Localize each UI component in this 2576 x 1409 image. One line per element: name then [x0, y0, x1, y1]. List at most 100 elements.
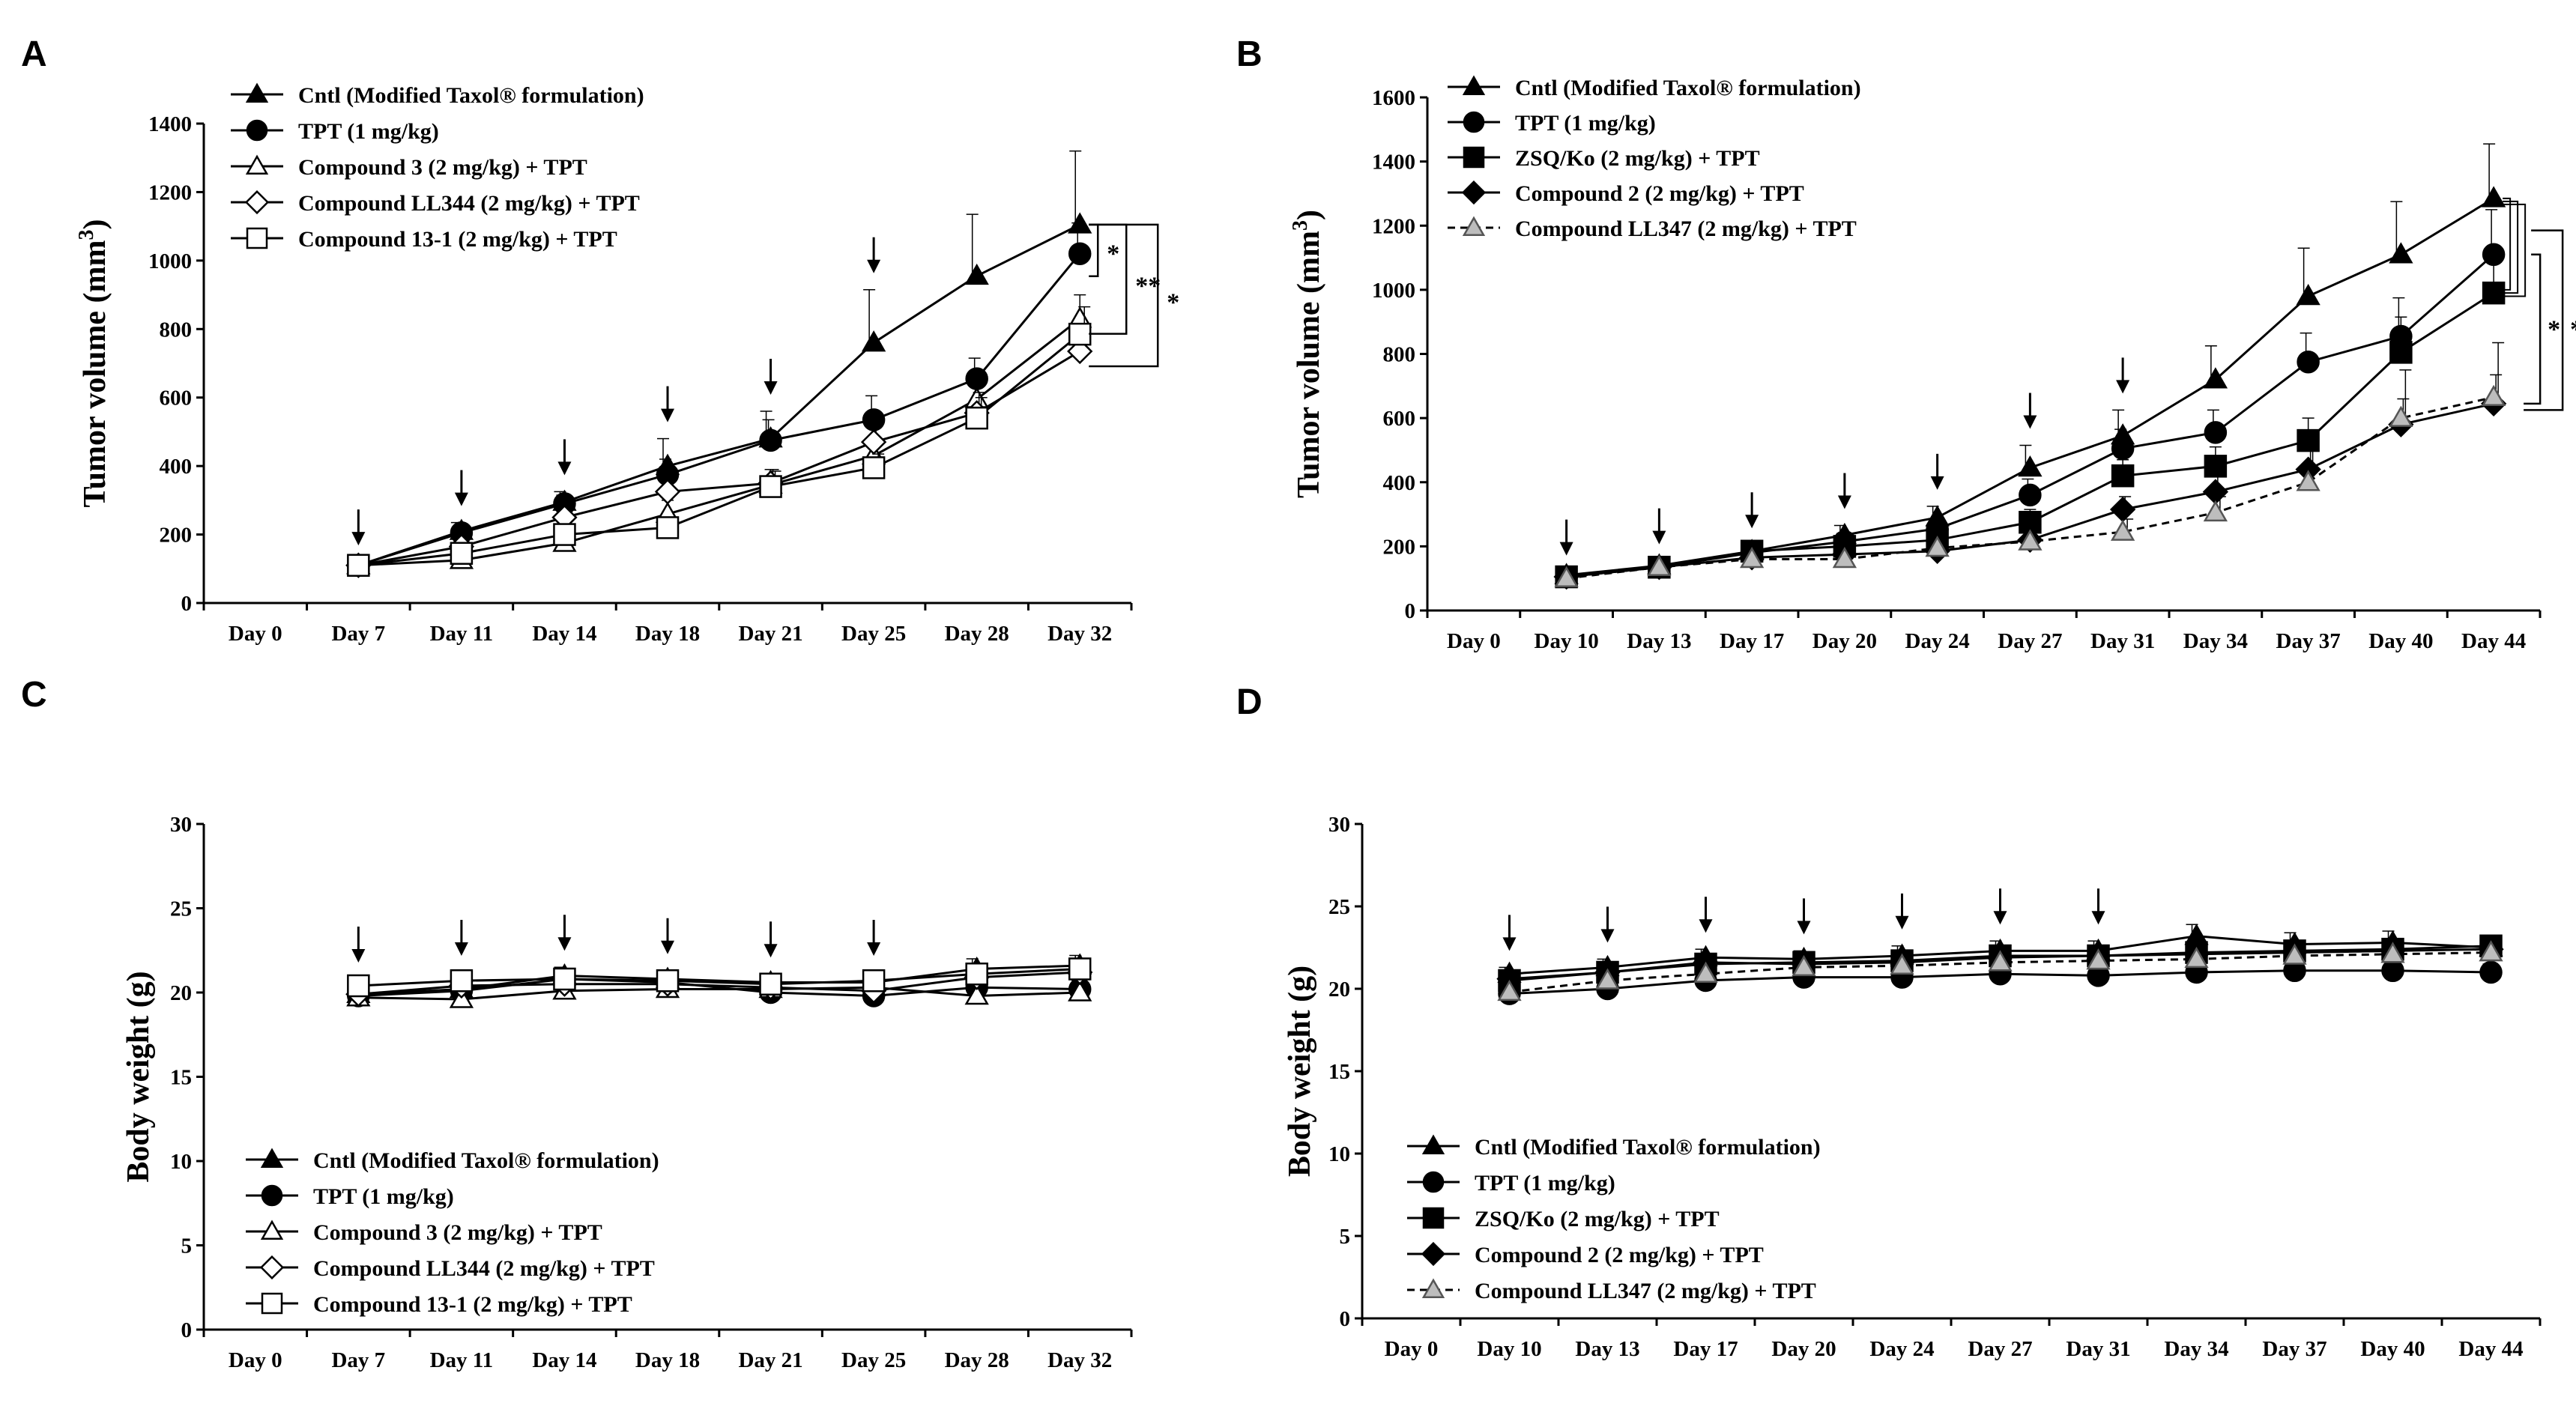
circle-filled-marker — [2019, 483, 2042, 507]
legend-entry: TPT (1 mg/kg) — [313, 1184, 454, 1209]
y-tick-label: 1600 — [1372, 86, 1415, 110]
triangle-filled-marker — [2018, 455, 2043, 477]
y-axis-title: Body weight (g) — [1283, 966, 1317, 1177]
series-line — [358, 986, 1080, 1001]
triangle-grey-marker — [1647, 554, 1672, 576]
series-line — [1509, 951, 2491, 993]
square-open-marker — [862, 456, 886, 479]
y-tick-label: 200 — [1383, 535, 1416, 559]
x-tick-label: Day 21 — [738, 1348, 802, 1372]
significance-bracket-inner — [2503, 197, 2512, 291]
triangle-filled-marker — [245, 82, 269, 103]
legend-entry: Compound LL344 (2 mg/kg) + TPT — [298, 191, 640, 216]
triangle-grey-marker — [1693, 961, 1718, 983]
diamond-open-marker — [244, 190, 270, 215]
y-tick-label: 800 — [160, 318, 193, 342]
dose-arrow-head — [557, 461, 572, 476]
square-open-marker — [759, 475, 782, 498]
triangle-filled-marker — [2296, 283, 2320, 306]
triangle-grey-marker — [2296, 470, 2320, 491]
series-line — [358, 978, 1080, 998]
triangle-grey-marker — [1462, 216, 1486, 236]
dose-arrow-head — [2023, 415, 2037, 429]
square-filled-marker — [2389, 341, 2413, 364]
diamond-filled-marker — [2109, 496, 2136, 523]
significance-label: * — [2548, 315, 2560, 343]
dose-arrow-head — [1502, 937, 1517, 951]
y-tick-label: 800 — [1383, 343, 1416, 367]
y-axis-title-end: ) — [78, 219, 112, 230]
square-open-marker — [347, 974, 370, 998]
series-5 — [347, 957, 1092, 998]
diamond-open-marker — [654, 479, 681, 505]
dose-arrow-head — [867, 259, 881, 273]
y-axis-title-superscript: 3 — [1289, 220, 1312, 231]
legend-entry: Cntl (Modified Taxol® formulation) — [1515, 76, 1861, 100]
x-tick-label: Day 20 — [1771, 1337, 1836, 1361]
diamond-filled-marker — [2202, 479, 2229, 505]
series-5 — [1497, 940, 2503, 1002]
y-tick-label: 15 — [170, 1066, 192, 1090]
legend-entry: Cntl (Modified Taxol® formulation) — [1475, 1135, 1821, 1160]
square-open-marker — [450, 542, 474, 565]
legend-entry: Compound LL344 (2 mg/kg) + TPT — [313, 1256, 655, 1281]
square-open-marker — [965, 406, 988, 430]
square-open-marker — [261, 1292, 283, 1315]
x-tick-label: Day 27 — [1968, 1337, 2032, 1361]
panel-label: D — [1236, 682, 1263, 722]
dose-arrow-head — [557, 937, 572, 951]
square-filled-marker — [2111, 464, 2135, 488]
x-tick-label: Day 44 — [2461, 629, 2526, 653]
x-tick-label: Day 0 — [1385, 1337, 1439, 1361]
legend-entry: Compound LL347 (2 mg/kg) + TPT — [1515, 216, 1857, 241]
y-tick-label: 1200 — [1372, 214, 1415, 238]
triangle-grey-marker — [1925, 535, 1950, 557]
legend: Cntl (Modified Taxol® formulation) TPT (1… — [231, 82, 644, 252]
legend-entry: TPT (1 mg/kg) — [298, 119, 439, 144]
square-filled-marker — [2482, 281, 2506, 305]
legend-entry: TPT (1 mg/kg) — [1515, 111, 1656, 136]
y-axis-title-main: Tumor volume (mm — [1292, 231, 1326, 498]
legend-entry: Compound 13-1 (2 mg/kg) + TPT — [298, 227, 617, 252]
legend-entry: Compound 13-1 (2 mg/kg) + TPT — [313, 1292, 632, 1317]
square-open-marker — [246, 227, 268, 249]
x-tick-label: Day 28 — [945, 622, 1009, 646]
dose-arrow-head — [454, 942, 468, 956]
series-line — [358, 968, 1080, 987]
square-open-marker — [347, 554, 370, 577]
y-tick-label: 10 — [1328, 1142, 1350, 1166]
y-tick-label: 10 — [170, 1150, 192, 1174]
triangle-grey-marker — [2380, 942, 2405, 963]
legend: Cntl (Modified Taxol® formulation) TPT (1… — [246, 1148, 659, 1317]
dose-arrow-head — [867, 942, 881, 956]
x-tick-label: Day 40 — [2368, 629, 2433, 653]
legend-entry: Compound 3 (2 mg/kg) + TPT — [313, 1220, 602, 1245]
triangle-open-marker — [245, 154, 269, 175]
significance-bracket — [2524, 229, 2564, 411]
triangle-open-marker — [260, 1219, 284, 1240]
significance-label: * — [1167, 288, 1179, 316]
y-axis-title: Tumor volume (mm3) — [75, 219, 112, 508]
triangle-grey-marker — [1554, 566, 1579, 587]
square-open-marker — [553, 967, 576, 991]
triangle-grey-marker — [1421, 1278, 1445, 1298]
panel-label: B — [1236, 34, 1263, 74]
y-tick-label: 0 — [1340, 1307, 1351, 1331]
circle-filled-marker — [2479, 960, 2503, 984]
series-line — [357, 223, 1080, 567]
panel-b: B 0 200 400 600 800 1000 1200 1400 1600 Day 0 Day 1… — [1236, 34, 2576, 653]
legend-entry: Cntl (Modified Taxol® formulation) — [298, 83, 644, 108]
x-tick-label: Day 17 — [1720, 629, 1784, 653]
dose-arrow-head — [764, 381, 778, 395]
dose-arrow-head — [2116, 380, 2130, 394]
diamond-open-marker — [1067, 338, 1093, 365]
diamond-open-marker — [259, 1255, 285, 1280]
x-tick-label: Day 40 — [2360, 1337, 2425, 1361]
dose-arrow-head — [1652, 530, 1666, 545]
square-filled-marker — [2204, 455, 2228, 478]
x-tick-label: Day 7 — [331, 622, 385, 646]
significance-bracket — [1089, 223, 1159, 368]
square-open-marker — [1068, 957, 1092, 981]
triangle-grey-marker — [1595, 968, 1620, 990]
